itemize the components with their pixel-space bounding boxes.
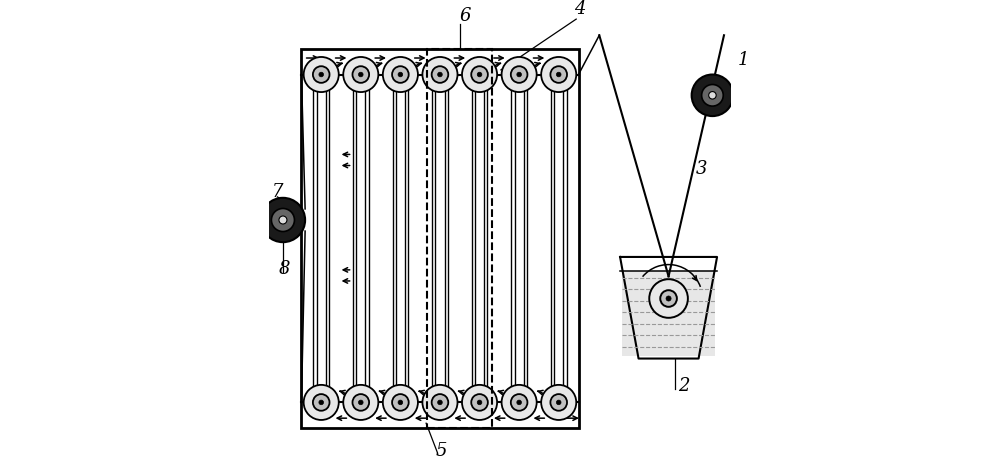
Text: 8: 8 xyxy=(278,261,290,279)
Circle shape xyxy=(383,57,418,92)
Circle shape xyxy=(398,400,403,405)
Circle shape xyxy=(343,57,378,92)
Circle shape xyxy=(502,57,537,92)
Bar xyxy=(622,271,715,356)
Circle shape xyxy=(471,66,488,83)
Circle shape xyxy=(438,72,442,77)
Text: 6: 6 xyxy=(460,8,471,26)
Circle shape xyxy=(709,91,716,99)
Circle shape xyxy=(383,385,418,420)
Circle shape xyxy=(692,74,733,116)
Circle shape xyxy=(660,290,677,307)
Text: 7: 7 xyxy=(271,183,283,201)
Circle shape xyxy=(392,394,409,411)
Circle shape xyxy=(358,72,363,77)
Circle shape xyxy=(511,394,527,411)
Circle shape xyxy=(541,385,576,420)
Circle shape xyxy=(352,66,369,83)
Circle shape xyxy=(432,66,448,83)
Circle shape xyxy=(279,216,287,224)
Circle shape xyxy=(358,400,363,405)
Circle shape xyxy=(550,66,567,83)
Circle shape xyxy=(462,57,497,92)
Circle shape xyxy=(304,57,339,92)
Circle shape xyxy=(319,400,324,405)
Circle shape xyxy=(271,209,294,231)
Circle shape xyxy=(343,385,378,420)
Circle shape xyxy=(517,72,521,77)
Circle shape xyxy=(438,400,442,405)
Circle shape xyxy=(304,385,339,420)
Circle shape xyxy=(550,394,567,411)
Circle shape xyxy=(392,66,409,83)
Circle shape xyxy=(398,72,403,77)
Circle shape xyxy=(432,394,448,411)
Circle shape xyxy=(313,394,330,411)
Circle shape xyxy=(313,66,330,83)
Text: 3: 3 xyxy=(696,160,708,178)
Circle shape xyxy=(319,72,324,77)
Text: 4: 4 xyxy=(574,0,585,18)
Circle shape xyxy=(422,57,458,92)
Circle shape xyxy=(352,394,369,411)
Circle shape xyxy=(649,279,688,318)
Text: 2: 2 xyxy=(678,377,689,395)
Circle shape xyxy=(556,72,561,77)
Circle shape xyxy=(422,385,458,420)
Text: 5: 5 xyxy=(435,441,447,459)
Text: 1: 1 xyxy=(738,51,749,69)
Circle shape xyxy=(477,400,482,405)
Bar xyxy=(427,49,492,428)
Circle shape xyxy=(541,57,576,92)
Circle shape xyxy=(702,84,723,106)
Circle shape xyxy=(477,72,482,77)
Circle shape xyxy=(471,394,488,411)
Bar xyxy=(301,49,579,428)
Circle shape xyxy=(502,385,537,420)
Circle shape xyxy=(666,296,671,301)
Circle shape xyxy=(511,66,527,83)
Circle shape xyxy=(556,400,561,405)
Circle shape xyxy=(261,198,305,242)
Circle shape xyxy=(462,385,497,420)
Circle shape xyxy=(517,400,521,405)
